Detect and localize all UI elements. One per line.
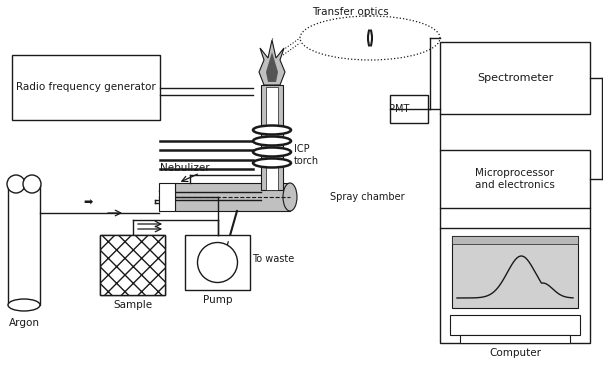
- Text: Pump: Pump: [203, 295, 232, 305]
- Bar: [390, 95, 428, 123]
- Bar: [460, 335, 570, 343]
- Bar: [159, 183, 175, 211]
- Bar: [185, 235, 250, 290]
- Bar: [100, 235, 165, 295]
- Bar: [12, 55, 160, 120]
- Bar: [100, 235, 165, 295]
- Bar: [440, 150, 590, 208]
- Circle shape: [7, 175, 25, 193]
- Bar: [440, 42, 590, 114]
- Ellipse shape: [8, 299, 40, 311]
- Ellipse shape: [253, 125, 291, 134]
- Bar: [452, 236, 578, 308]
- Polygon shape: [266, 52, 278, 82]
- Ellipse shape: [253, 137, 291, 145]
- Circle shape: [23, 175, 41, 193]
- Text: Argon: Argon: [8, 318, 40, 328]
- Bar: [8, 185, 40, 305]
- Text: ➡: ➡: [83, 198, 93, 208]
- Text: To waste: To waste: [252, 254, 294, 264]
- Bar: [452, 236, 578, 244]
- Text: Spectrometer: Spectrometer: [477, 73, 553, 83]
- Text: Radio frequency generator: Radio frequency generator: [16, 82, 156, 92]
- Polygon shape: [259, 40, 285, 85]
- Text: Nebulizer: Nebulizer: [160, 163, 210, 173]
- Circle shape: [198, 243, 238, 283]
- Bar: [450, 315, 580, 335]
- Bar: [261, 85, 283, 190]
- Bar: [266, 87, 278, 190]
- Ellipse shape: [253, 148, 291, 156]
- Ellipse shape: [253, 159, 291, 167]
- Ellipse shape: [283, 183, 297, 211]
- Text: Spray chamber: Spray chamber: [330, 192, 405, 202]
- Text: PMT: PMT: [389, 104, 409, 114]
- Bar: [440, 228, 590, 343]
- Bar: [100, 235, 165, 295]
- Bar: [175, 183, 290, 211]
- Text: Transfer optics: Transfer optics: [312, 7, 388, 17]
- Text: Sample: Sample: [113, 300, 152, 310]
- Text: Microprocessor
and electronics: Microprocessor and electronics: [475, 168, 555, 190]
- Text: ICP
torch: ICP torch: [294, 144, 319, 166]
- Text: Computer: Computer: [489, 348, 541, 358]
